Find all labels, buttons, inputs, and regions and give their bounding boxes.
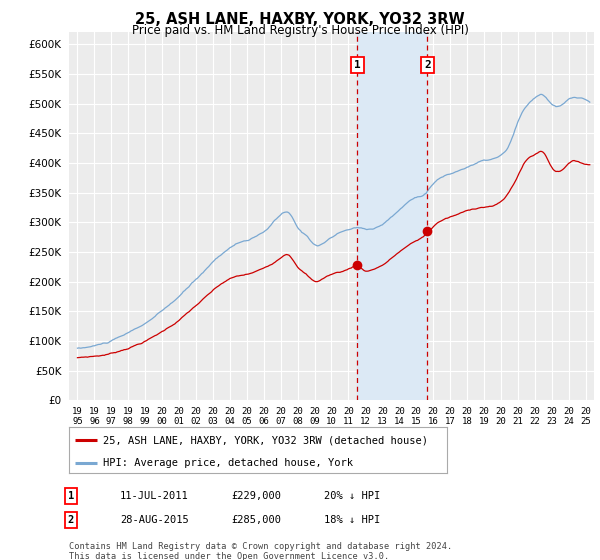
Text: 11-JUL-2011: 11-JUL-2011 — [120, 491, 189, 501]
Text: 2: 2 — [68, 515, 74, 525]
Text: Contains HM Land Registry data © Crown copyright and database right 2024.
This d: Contains HM Land Registry data © Crown c… — [69, 542, 452, 560]
Text: HPI: Average price, detached house, York: HPI: Average price, detached house, York — [103, 458, 353, 468]
Text: 25, ASH LANE, HAXBY, YORK, YO32 3RW (detached house): 25, ASH LANE, HAXBY, YORK, YO32 3RW (det… — [103, 435, 428, 445]
Text: 2: 2 — [424, 60, 431, 70]
Text: 20% ↓ HPI: 20% ↓ HPI — [324, 491, 380, 501]
Text: 28-AUG-2015: 28-AUG-2015 — [120, 515, 189, 525]
Text: £285,000: £285,000 — [231, 515, 281, 525]
Text: 1: 1 — [354, 60, 361, 70]
Bar — [358, 32, 427, 400]
Text: 1: 1 — [68, 491, 74, 501]
Text: 18% ↓ HPI: 18% ↓ HPI — [324, 515, 380, 525]
Text: 25, ASH LANE, HAXBY, YORK, YO32 3RW: 25, ASH LANE, HAXBY, YORK, YO32 3RW — [135, 12, 465, 27]
Text: £229,000: £229,000 — [231, 491, 281, 501]
Text: Price paid vs. HM Land Registry's House Price Index (HPI): Price paid vs. HM Land Registry's House … — [131, 24, 469, 36]
